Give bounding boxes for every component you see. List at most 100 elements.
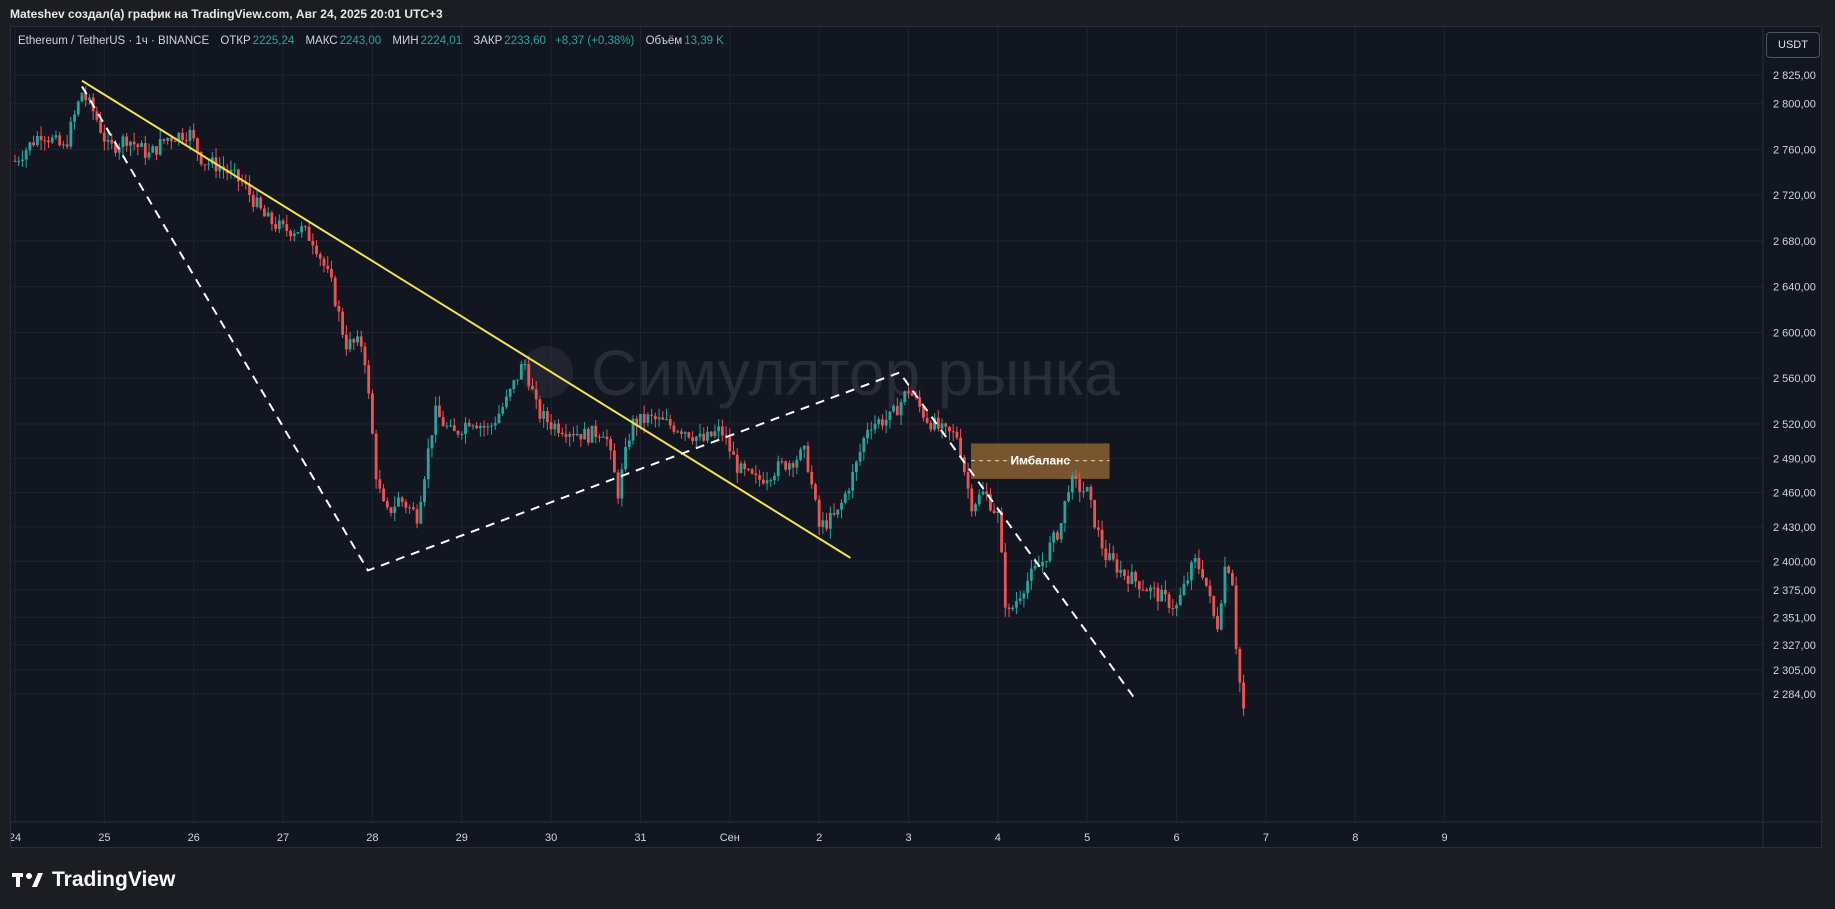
candle-body [508,389,512,397]
candle-body [1160,589,1164,602]
candle-body [672,425,676,432]
candle-body [635,418,639,427]
chart-caption: Mateshev создал(а) график на TradingView… [10,7,443,21]
y-tick-label: 2 640,00 [1773,282,1816,294]
candle-body [706,431,709,441]
candle-body [1190,562,1193,581]
candle-body [464,422,467,434]
currency-button[interactable]: USDT [1766,32,1820,58]
y-tick-label: 2 430,00 [1773,522,1816,534]
candle-body [344,334,348,350]
candle-body [1093,499,1097,528]
candle-body [300,226,304,233]
candle-body [147,152,151,158]
candle-body [579,433,583,440]
candle-body [1078,478,1082,492]
candle-body [642,413,646,423]
candle-body [359,336,363,347]
candle-body [687,432,691,438]
candle-body [866,429,869,439]
candle-body [966,472,970,489]
candle-body [404,501,408,508]
candle-body [527,363,531,386]
candle-body [382,488,385,502]
candle-body [1227,566,1231,574]
y-tick-label: 2 305,00 [1773,665,1816,677]
candle-body [929,422,933,430]
candle-body [728,437,732,452]
candle-body [330,269,333,278]
x-tick-label: 8 [1352,832,1358,844]
candle-body [747,468,750,470]
candle-body [169,137,173,142]
candle-body [758,475,761,480]
candle-body [936,417,940,429]
candle-body [661,417,665,420]
candle-body [73,114,76,122]
y-tick-label: 2 825,00 [1773,70,1816,82]
tradingview-logo-icon [12,873,43,887]
candle-body [43,140,47,142]
watermark-text: Симулятор рынка [591,337,1120,409]
candle-body [363,346,367,366]
candle-body [892,405,896,412]
x-tick-label: 25 [98,832,110,844]
candle-body [921,406,925,418]
candle-body [717,426,721,432]
candle-body [910,393,914,396]
candle-body [356,336,359,343]
candle-body [1201,569,1205,578]
symbol-legend[interactable]: Ethereum / TetherUS · 1ч · BINANCE ОТКР 2… [18,35,724,47]
candle-body [549,422,553,430]
y-tick-label: 2 351,00 [1773,612,1816,624]
tradingview-logo[interactable]: TradingView [12,868,175,892]
candle-body [698,433,702,437]
zigzag-dashed-line[interactable] [81,85,1138,702]
candle-body [840,502,843,510]
candle-body [989,494,992,511]
candle-body [255,197,259,207]
x-tick-label: 27 [277,832,289,844]
candle-body [948,426,951,432]
candle-body [1193,558,1197,563]
candle-body [761,479,765,484]
candle-body [99,119,103,133]
symbol-name[interactable]: Ethereum / TetherUS · 1ч · BINANCE [18,35,210,47]
candle-body [799,449,802,460]
candle-body [650,414,654,416]
candle-body [337,306,341,312]
price-chart[interactable]: Симулятор рынка Имбаланс 2 825,00 2 800,0… [11,27,1823,849]
candle-body [977,494,981,505]
candle-body [1156,587,1160,602]
candle-body [348,339,352,350]
candle-body [639,413,642,427]
candle-body [847,490,851,494]
candle-body [434,405,438,436]
candle-body [1011,607,1015,610]
candle-body [456,431,460,435]
candle-body [251,194,255,207]
x-tick-label: 6 [1173,832,1179,844]
candle-body [1130,571,1134,584]
imbalance-zone-group: Имбаланс [971,443,1110,479]
x-tick-label: 3 [905,832,911,844]
candle-body [102,132,106,142]
candle-body [240,181,244,183]
candle-body [322,258,326,266]
candle-body [114,143,117,153]
y-tick-label: 2 400,00 [1773,556,1816,568]
candle-body [311,240,315,246]
candle-body [1096,527,1100,530]
candle-body [65,144,69,147]
volume-value: 13,39 K [684,35,724,47]
x-tick-label: 28 [366,832,378,844]
candle-body [560,432,564,435]
candle-body [236,169,240,182]
candle-body [545,411,549,423]
chart-panel[interactable]: Симулятор рынка Имбаланс 2 825,00 2 800,0… [10,26,1823,849]
imbalance-zone[interactable] [971,443,1110,479]
candle-body [259,197,263,209]
resistance-trendline[interactable] [81,79,851,559]
candle-body [1018,598,1022,602]
candle-body [1208,585,1212,597]
